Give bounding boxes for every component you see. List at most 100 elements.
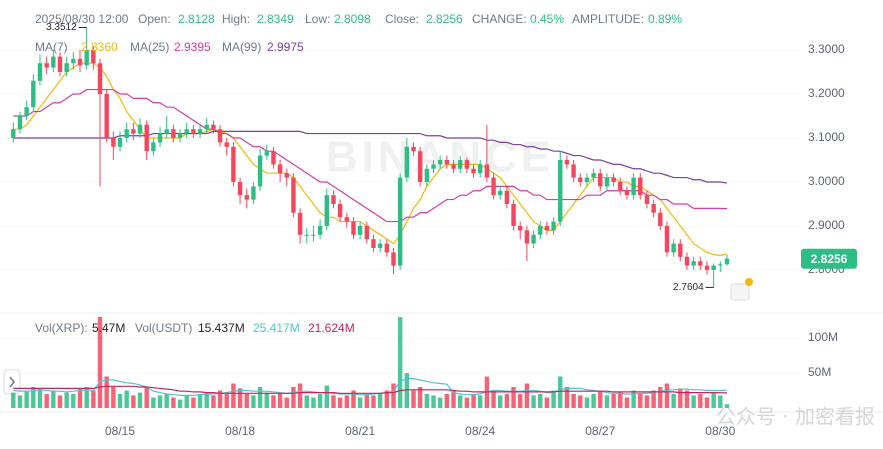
candle-body bbox=[117, 137, 123, 147]
candle-body bbox=[671, 243, 676, 253]
close-label: Close: bbox=[385, 12, 419, 26]
volume-bar bbox=[437, 397, 443, 408]
candle-body bbox=[204, 124, 209, 130]
candle-body bbox=[551, 221, 556, 231]
volume-bar bbox=[598, 390, 603, 408]
candle-body bbox=[177, 133, 183, 138]
candle-body bbox=[104, 93, 109, 138]
volume-bar bbox=[317, 394, 323, 408]
candle-body bbox=[231, 146, 236, 182]
x-tick-label: 08/15 bbox=[105, 424, 135, 438]
amplitude-value: 0.89% bbox=[648, 12, 682, 26]
volume-bar bbox=[651, 390, 656, 408]
low-value: 2.8098 bbox=[334, 12, 371, 26]
volume-bar bbox=[331, 395, 336, 408]
volume-bar bbox=[618, 392, 623, 408]
volume-bar bbox=[137, 392, 143, 408]
volume-bar bbox=[337, 397, 343, 408]
volume-bar bbox=[264, 392, 269, 408]
candle-body bbox=[271, 151, 276, 165]
candle-body bbox=[91, 49, 96, 64]
volume-bar bbox=[184, 395, 189, 408]
volume-bar bbox=[698, 394, 703, 408]
candle-body bbox=[251, 186, 256, 200]
candle-body bbox=[164, 129, 169, 134]
volume-bar bbox=[97, 317, 103, 408]
tool-icon[interactable] bbox=[730, 283, 750, 301]
volume-bar bbox=[311, 397, 316, 408]
change-value: 0.45% bbox=[530, 12, 564, 26]
volume-bar bbox=[111, 387, 116, 408]
candle-body bbox=[84, 49, 89, 66]
quote-volume-value: 15.437M bbox=[198, 321, 245, 335]
ma-line bbox=[13, 62, 728, 257]
candle-body bbox=[578, 177, 583, 182]
ma-line bbox=[13, 130, 728, 184]
candle-body bbox=[191, 129, 196, 134]
volume-bar bbox=[324, 385, 329, 408]
candle-body bbox=[157, 133, 163, 143]
volume-bar bbox=[24, 390, 29, 408]
candle-body bbox=[644, 195, 650, 204]
y-tick-label: 50M bbox=[808, 365, 831, 379]
volume-bar bbox=[711, 392, 716, 408]
volume-bar bbox=[538, 394, 543, 408]
volume-bar bbox=[564, 387, 570, 408]
candle-body bbox=[324, 195, 329, 226]
volume-ma-line bbox=[13, 378, 728, 396]
candle-body bbox=[598, 173, 603, 187]
volume-bar bbox=[578, 395, 583, 408]
candle-body bbox=[457, 159, 463, 169]
candle-body bbox=[297, 212, 303, 235]
volume-bar bbox=[544, 397, 550, 408]
candle-body bbox=[638, 177, 643, 196]
volume-bar bbox=[371, 395, 376, 408]
volume-bar bbox=[571, 394, 576, 408]
candle-body bbox=[611, 177, 616, 182]
volume-bar bbox=[231, 383, 236, 408]
volume-bar bbox=[197, 394, 203, 408]
volume-bar bbox=[471, 394, 476, 408]
volume-bar bbox=[498, 395, 503, 408]
candle-body bbox=[11, 129, 16, 138]
candle-body bbox=[511, 203, 516, 226]
candle-body bbox=[264, 151, 269, 156]
x-tick-label: 08/24 bbox=[465, 424, 495, 438]
candle-body bbox=[464, 159, 470, 169]
volume-bar bbox=[638, 394, 643, 408]
candle-body bbox=[704, 265, 710, 270]
candle-body bbox=[651, 203, 656, 213]
ma-value: 2.9395 bbox=[174, 40, 211, 54]
volume-bar bbox=[531, 395, 536, 408]
volume-bar bbox=[217, 390, 223, 408]
volume-bar bbox=[417, 387, 423, 408]
amplitude-label: AMPLITUDE: bbox=[572, 12, 644, 26]
candle-body bbox=[531, 234, 536, 244]
plot-layer: 2.80002.90003.00003.10003.20003.300050M1… bbox=[0, 22, 857, 438]
volume-bar bbox=[377, 392, 383, 408]
volume-bar bbox=[17, 395, 23, 408]
candle-body bbox=[317, 225, 323, 235]
volume-bar bbox=[478, 395, 483, 408]
candle-body bbox=[431, 164, 436, 169]
volume-bar bbox=[504, 394, 510, 408]
candle-body bbox=[17, 115, 23, 130]
volume-bar bbox=[244, 394, 249, 408]
low-label: Low: bbox=[305, 12, 330, 26]
candle-body bbox=[291, 177, 296, 213]
candle-body bbox=[631, 177, 636, 196]
x-tick-label: 08/30 bbox=[705, 424, 735, 438]
price-badge-label: 2.8256 bbox=[811, 252, 848, 266]
volume-label: Vol(XRP): bbox=[35, 321, 88, 335]
candle-body bbox=[124, 129, 129, 138]
volume-bar bbox=[411, 390, 416, 408]
candle-body bbox=[331, 195, 336, 204]
volume-bar bbox=[91, 390, 96, 408]
candle-body bbox=[691, 261, 696, 266]
y-tick-label: 3.1000 bbox=[808, 130, 845, 144]
volume-bar bbox=[31, 387, 36, 408]
candle-body bbox=[371, 239, 376, 248]
volume-bar bbox=[664, 383, 670, 408]
candle-body bbox=[624, 190, 630, 196]
